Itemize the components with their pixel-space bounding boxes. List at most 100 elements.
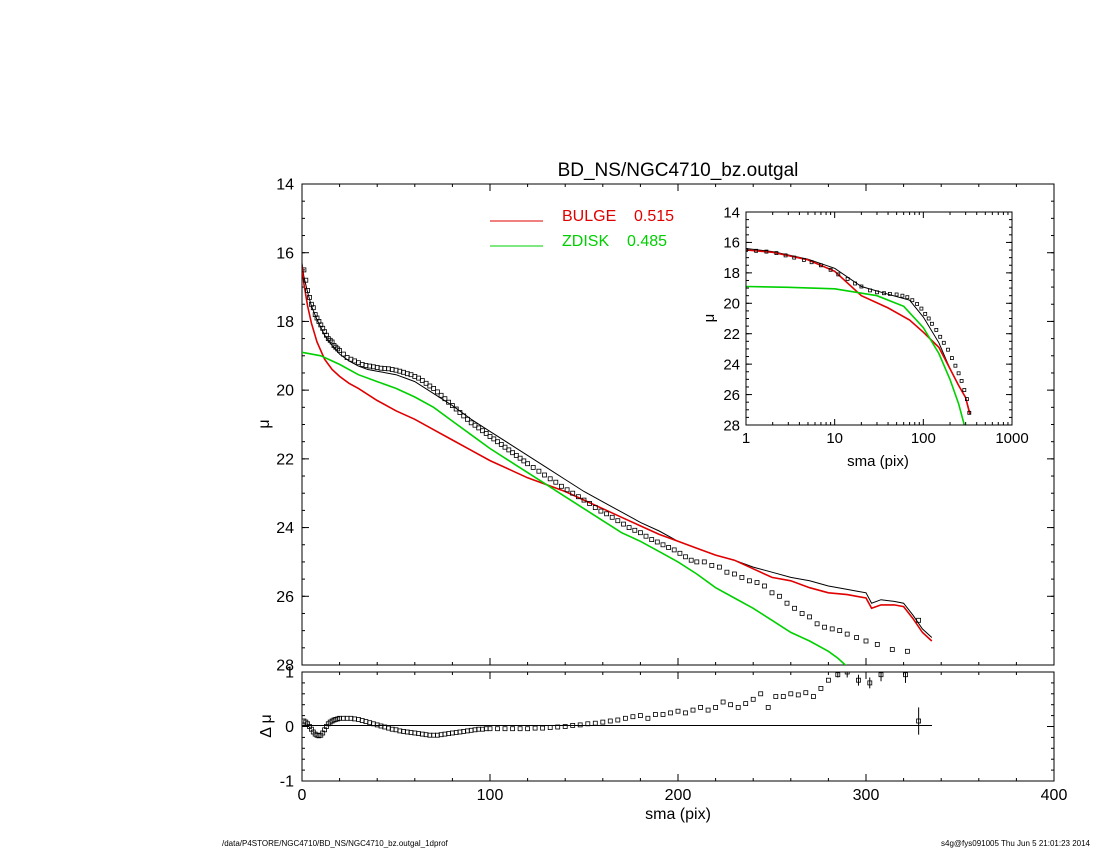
main-data-point [510,450,516,456]
main-data-point [632,527,638,533]
inset-data-point [888,291,892,296]
residual-data-point [487,726,493,732]
residual-data-point [803,690,809,696]
residual-data-point [713,705,718,710]
residual-y-tick-label: 1 [285,665,294,682]
residual-data-point [517,726,523,732]
main-data-point [654,539,660,545]
main-series-group [302,262,933,665]
main-y-axis-label: μ [256,419,273,428]
inset-data-point [953,363,958,368]
inset-data-point [802,257,806,262]
residual-x-tick-label: 100 [477,787,504,804]
residual-data-point [615,717,621,723]
inset-series-group [746,248,972,425]
main-data-point [732,571,737,577]
main-data-point [434,389,440,395]
main-data-point [480,428,485,434]
residual-plot-frame [301,671,1055,782]
inset-data-point [764,249,769,254]
residual-data-point [720,699,726,705]
main-data-point [747,578,752,584]
main-data-point [598,508,604,514]
inset-data-point [809,260,814,265]
residual-data-point [690,707,696,713]
inset-x-tick-label: 10 [826,430,843,447]
residual-data-point [683,710,688,716]
residual-data-point [645,715,651,721]
main-data-point [483,430,489,436]
main-data-point [468,420,474,426]
main-data-point [449,403,455,409]
inset-y-axis-label: μ [701,314,718,323]
inset-data-point [868,288,872,293]
main-data-point [581,497,587,503]
inset-data-point [923,311,928,316]
inset-data-point [783,253,788,258]
residual-data-point [773,694,779,699]
residual-data-point [562,724,568,729]
main-data-point [521,458,527,464]
main-data-point [615,518,621,524]
main-data-point [472,422,478,428]
main-data-point [337,348,343,354]
main-data-point [807,614,812,620]
main-data-point [307,294,312,300]
inset-data-point [967,410,972,415]
main-data-point [303,277,309,283]
inset-y-tick-label: 18 [723,265,740,282]
residual-data-point [675,708,681,714]
residual-data-point [495,726,500,732]
inset-data-point [836,272,841,277]
residual-data-point [607,718,613,724]
inset-data-point [905,295,910,300]
main-data-point [553,479,559,485]
main-data-point [464,416,470,422]
inset-x-tick-label: 100 [911,430,936,447]
main-data-point [559,483,564,489]
main-data-point [709,563,715,568]
residual-data-point [878,672,884,678]
main-data-point [419,378,425,383]
main-data-point [874,642,880,647]
residual-y-axis-label: Δ μ [258,714,275,737]
footer-timestamp: s4g@fys091005 Thu Jun 5 21:01:23 2014 [941,839,1090,848]
inset-data-point [941,340,946,345]
residual-x-axis-label: sma (pix) [645,806,711,823]
main-data-point [660,542,666,548]
inset-data-point [915,302,919,306]
main-data-point [576,494,581,500]
main-plot: 14 16 18 20 22 24 26 28 μ BULGE 0.515 ZDISK 0.4… [256,177,1055,675]
main-data-point [305,288,311,293]
main-y-tick-label: 14 [276,177,294,194]
inset-data-point [792,255,797,260]
inset-data-point [875,290,879,295]
residual-data-point [600,719,606,725]
residual-data-point [592,720,598,726]
main-data-point [683,554,688,560]
main-data-point [453,406,459,412]
inset-data-point [882,291,886,296]
main-y-tick-label: 16 [276,245,294,262]
inset-y-tick-label: 20 [723,296,740,313]
main-data-point [570,490,576,496]
main-data-point [677,550,683,556]
main-data-point [517,455,523,461]
inset-data-point [959,378,964,383]
main-data-point [688,557,694,563]
main-data-point [513,452,519,458]
main-data-point [525,461,530,467]
main-data-point [844,631,850,637]
residual-data-point [765,705,771,710]
main-y-tick-label: 22 [276,451,294,468]
footer-file-path: /data/P4STORE/NGC4710/BD_NS/NGC4710_bz.o… [222,839,448,848]
inset-data-point [962,388,967,392]
main-data-point [799,611,805,616]
residual-data-point [660,712,666,717]
inset-plot-frame-bg [746,212,1012,425]
residual-data-point [585,721,591,727]
main-data-point [506,447,512,453]
main-data-point [310,305,316,311]
residual-data-point [835,672,841,678]
